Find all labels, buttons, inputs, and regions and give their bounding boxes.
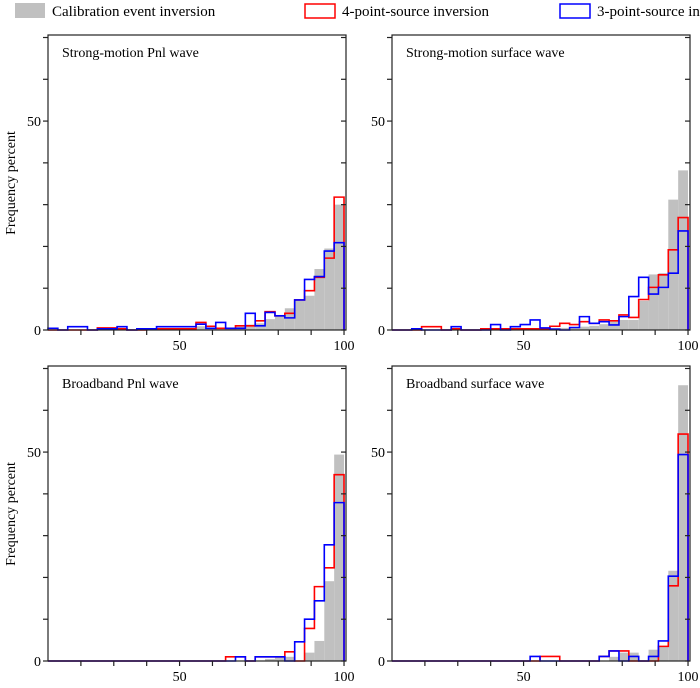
legend-swatch-4-point (304, 3, 336, 19)
bar-calibration (569, 327, 580, 330)
bar-calibration (274, 314, 285, 330)
y-tick-label: 50 (27, 446, 41, 461)
x-tick-label: 100 (334, 339, 355, 354)
plot-frame (391, 34, 691, 331)
panel-4: 50 100 0 50 Broadband surface wave (371, 365, 699, 685)
x-tick-label: 50 (517, 670, 531, 685)
bar-calibration (668, 570, 679, 661)
bar-calibration (334, 204, 345, 330)
bar-calibration (618, 652, 629, 661)
legend-label-calibration: Calibration event inversion (52, 4, 216, 20)
y-tick-label: 0 (378, 324, 385, 339)
bar-calibration (668, 199, 679, 330)
bar-calibration (245, 324, 256, 330)
plot-frame (47, 365, 347, 662)
panel-3: 50 100 0 50 Broadband Pnl wave (27, 365, 355, 685)
legend-label-3-point: 3-point-source inversion (597, 4, 700, 20)
bar-calibration (314, 640, 325, 661)
bar-calibration (658, 646, 669, 661)
bar-calibration (559, 327, 570, 330)
step-line-3-point (392, 230, 689, 331)
step-line-3-point (48, 501, 345, 662)
legend: Calibration event inversion 4-point-sour… (15, 3, 700, 20)
bar-calibration (324, 581, 335, 661)
panel-title: Strong-motion surface wave (406, 46, 565, 61)
x-tick-label: 50 (173, 670, 187, 685)
bar-calibration (638, 300, 649, 330)
bar-calibration (196, 326, 206, 330)
bar-calibration (609, 321, 619, 330)
step-line-3-point (392, 453, 689, 662)
bar-calibration (255, 323, 266, 330)
y-tick-label: 0 (34, 324, 41, 339)
bar-calibration (304, 295, 315, 330)
bar-calibration (618, 319, 629, 330)
bar-calibration (334, 454, 345, 661)
bar-calibration (265, 658, 275, 661)
legend-swatch-3-point (559, 3, 591, 19)
panel-1: 50 100 0 50 Strong-motion Pnl wave (27, 34, 355, 354)
y-tick-label: 50 (27, 115, 41, 130)
plot-frame (391, 365, 691, 662)
bar-calibration (284, 656, 295, 661)
bar-calibration (599, 324, 610, 330)
y-tick-label: 0 (34, 655, 41, 670)
bar-calibration (678, 170, 689, 330)
x-tick-label: 50 (173, 339, 187, 354)
bar-calibration (579, 326, 590, 330)
bar-calibration (284, 308, 295, 330)
step-line-4-point (48, 473, 345, 662)
y-axis-label-bottom: Frequency percent (4, 462, 19, 566)
y-tick-label: 50 (371, 115, 385, 130)
bar-calibration (324, 248, 335, 330)
bar-calibration (314, 268, 325, 330)
x-tick-label: 100 (678, 670, 699, 685)
bar-calibration (265, 319, 275, 330)
bar-calibration (589, 325, 600, 330)
y-axis-label-top: Frequency percent (4, 131, 19, 235)
panel-title: Broadband Pnl wave (62, 377, 179, 392)
y-tick-label: 50 (371, 446, 385, 461)
x-tick-label: 100 (678, 339, 699, 354)
panel-title: Strong-motion Pnl wave (62, 46, 199, 61)
legend-swatch-calibration (15, 3, 45, 18)
bar-calibration (658, 273, 669, 330)
x-tick-label: 100 (334, 670, 355, 685)
bar-calibration (294, 300, 305, 330)
step-line-4-point (392, 433, 689, 662)
bar-calibration (304, 652, 315, 661)
panel-2: 50 100 0 50 Strong-motion surface wave (371, 34, 699, 354)
legend-label-4-point: 4-point-source inversion (342, 4, 490, 20)
x-tick-label: 50 (517, 339, 531, 354)
bar-calibration (609, 656, 619, 661)
bar-calibration (678, 385, 689, 661)
panel-title: Broadband surface wave (406, 377, 544, 392)
bar-calibration (274, 656, 285, 661)
y-tick-label: 0 (378, 655, 385, 670)
bar-calibration (648, 649, 659, 661)
bar-calibration (648, 274, 659, 330)
plot-frame (47, 34, 347, 331)
bar-calibration (628, 319, 639, 330)
